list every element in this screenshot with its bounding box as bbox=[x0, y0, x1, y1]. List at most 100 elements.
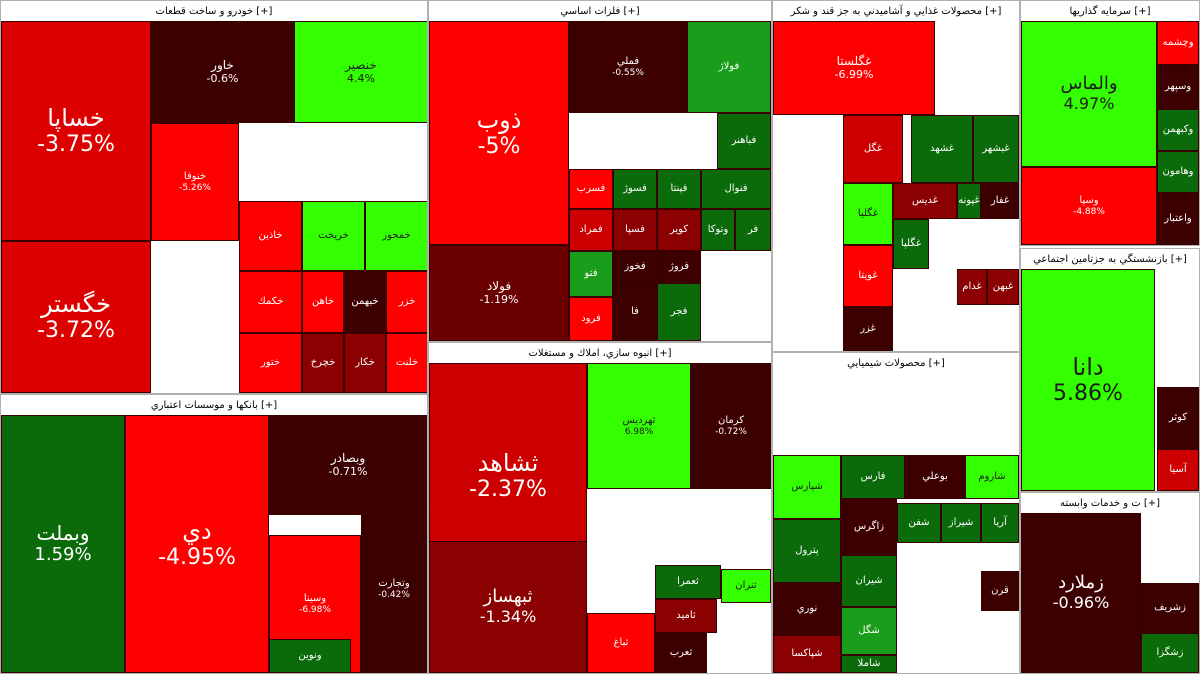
stock-tile[interactable]: فخوز bbox=[613, 251, 657, 283]
stock-tile[interactable]: فرود bbox=[569, 297, 613, 341]
stock-tile[interactable]: شپارس bbox=[773, 455, 841, 519]
stock-tile[interactable]: فباهنر bbox=[717, 113, 771, 169]
stock-tile[interactable]: فا bbox=[613, 283, 657, 341]
stock-tile[interactable]: فولاژ bbox=[687, 21, 771, 113]
stock-tile[interactable]: شپاكسا bbox=[773, 635, 841, 673]
stock-tile[interactable]: ثبهساز -1.34% bbox=[429, 541, 587, 673]
stock-tile[interactable]: ثعمرا bbox=[655, 565, 721, 599]
stock-tile[interactable]: ثعرب bbox=[655, 633, 707, 673]
stock-tile[interactable]: غويتا bbox=[843, 245, 893, 307]
stock-tile[interactable]: غبشهر bbox=[973, 115, 1019, 183]
stock-tile[interactable]: كوثر bbox=[1157, 387, 1199, 449]
stock-tile[interactable]: شاروم bbox=[965, 455, 1019, 499]
stock-tile[interactable]: غگلپا bbox=[893, 219, 929, 269]
stock-tile[interactable]: غفار bbox=[981, 183, 1019, 219]
stock-tile[interactable]: بوعلي bbox=[905, 455, 965, 499]
stock-tile[interactable]: شيران bbox=[841, 555, 897, 607]
stock-tile[interactable]: نوري bbox=[773, 583, 841, 635]
stock-tile[interactable]: فسپا bbox=[613, 209, 657, 251]
stock-tile[interactable]: غدام bbox=[957, 269, 987, 305]
sector-title[interactable]: خودرو و ساخت قطعات [+] bbox=[1, 1, 427, 21]
sector-title[interactable]: بانكها و موسسات اعتباري [+] bbox=[1, 395, 427, 415]
stock-tile[interactable]: خبهمن bbox=[344, 271, 386, 333]
sector-title[interactable]: ت و خدمات وابسته [+] bbox=[1021, 493, 1199, 513]
stock-tile[interactable]: فارس bbox=[841, 455, 905, 499]
stock-tile[interactable]: ثباغ bbox=[587, 613, 655, 673]
stock-tile[interactable]: ختور bbox=[239, 333, 302, 393]
sector-title[interactable]: محصولات شيميايي [+] bbox=[773, 353, 1019, 373]
stock-tile[interactable]: فنوال bbox=[701, 169, 771, 209]
stock-tile[interactable]: فجر bbox=[657, 283, 701, 341]
stock-tile[interactable]: والماس 4.97% bbox=[1021, 21, 1157, 167]
stock-tile[interactable]: كوير bbox=[657, 209, 701, 251]
stock-tile[interactable]: پترول bbox=[773, 519, 841, 583]
stock-tile[interactable]: خزر bbox=[386, 271, 427, 333]
stock-tile[interactable]: واعتبار bbox=[1157, 193, 1199, 245]
stock-tile[interactable]: خچرخ bbox=[302, 333, 344, 393]
stock-tile[interactable]: وكبهمن bbox=[1157, 109, 1199, 151]
stock-tile[interactable]: شگل bbox=[841, 607, 897, 655]
stock-tile[interactable]: غديس bbox=[893, 183, 957, 219]
sector-title[interactable]: محصولات غذايي و آشاميدني به جز قند و شكر… bbox=[773, 1, 1019, 21]
sector-title[interactable]: بازنشستگي به جزتامين اجتماعي [+] bbox=[1021, 249, 1199, 269]
stock-tile[interactable]: خكمك bbox=[239, 271, 302, 333]
stock-tile[interactable]: خاذين bbox=[239, 201, 302, 271]
stock-tile[interactable]: شاملا bbox=[841, 655, 897, 673]
stock-tile[interactable]: خمحور bbox=[365, 201, 427, 271]
stock-tile[interactable]: فمراد bbox=[569, 209, 613, 251]
stock-tile[interactable]: خساپا -3.75% bbox=[1, 21, 151, 241]
stock-tile[interactable]: غگلستا -6.99% bbox=[773, 21, 935, 115]
stock-tile[interactable]: وچشمه bbox=[1157, 21, 1199, 65]
stock-tile[interactable]: خكار bbox=[344, 333, 386, 393]
stock-tile[interactable]: غگل bbox=[843, 115, 903, 183]
stock-tile[interactable]: آريا bbox=[981, 503, 1019, 543]
stock-tile[interactable]: فر bbox=[735, 209, 771, 251]
stock-tile[interactable]: غپونه bbox=[957, 183, 981, 219]
stock-tile[interactable]: قرن bbox=[981, 571, 1019, 611]
stock-tile[interactable]: شيراز bbox=[941, 503, 981, 543]
stock-tile[interactable]: ثهرديس 6.98% bbox=[587, 363, 691, 489]
stock-tile[interactable]: فپنتا bbox=[657, 169, 701, 209]
sector-title[interactable]: انبوه سازي، املاك و مستغلات [+] bbox=[429, 343, 771, 363]
stock-tile[interactable]: زملارد -0.96% bbox=[1021, 513, 1141, 673]
stock-tile[interactable]: دي -4.95% bbox=[125, 415, 269, 673]
stock-tile[interactable]: وهامون bbox=[1157, 151, 1199, 193]
stock-tile[interactable]: خريخت bbox=[302, 201, 365, 271]
stock-tile[interactable]: غگليا bbox=[843, 183, 893, 245]
stock-tile[interactable]: خاور -0.6% bbox=[151, 21, 294, 123]
stock-tile[interactable]: وسپا -4.88% bbox=[1021, 167, 1157, 245]
stock-symbol: فباهنر bbox=[731, 135, 757, 147]
stock-tile[interactable]: شفن bbox=[897, 503, 941, 543]
stock-tile[interactable]: فروژ bbox=[657, 251, 701, 283]
stock-tile[interactable]: خنوفا -5.26% bbox=[151, 123, 239, 241]
stock-tile[interactable]: فتو bbox=[569, 251, 613, 297]
stock-tile[interactable]: وتجارت -0.42% bbox=[361, 505, 427, 673]
stock-tile[interactable]: خلنت bbox=[386, 333, 427, 393]
stock-tile[interactable]: ثنران bbox=[721, 569, 771, 603]
stock-tile[interactable]: ونوين bbox=[269, 639, 351, 673]
stock-tile[interactable]: وسپهر bbox=[1157, 65, 1199, 109]
sector-title[interactable]: سرمايه گذاريها [+] bbox=[1021, 1, 1199, 21]
stock-tile[interactable]: فولاد -1.19% bbox=[429, 245, 569, 341]
stock-tile[interactable]: وبملت 1.59% bbox=[1, 415, 125, 673]
stock-tile[interactable]: ثاميد bbox=[655, 599, 717, 633]
stock-tile[interactable]: كرمان -0.72% bbox=[691, 363, 771, 489]
stock-tile[interactable]: فملي -0.55% bbox=[569, 21, 687, 113]
stock-tile[interactable]: غزر bbox=[843, 307, 893, 351]
stock-tile[interactable]: فسرب bbox=[569, 169, 613, 209]
stock-tile[interactable]: خاهن bbox=[302, 271, 344, 333]
sector-title[interactable]: فلزات اساسي [+] bbox=[429, 1, 771, 21]
stock-tile[interactable]: دانا 5.86% bbox=[1021, 269, 1155, 491]
stock-tile[interactable]: زشگزا bbox=[1141, 633, 1199, 673]
stock-tile[interactable]: غشهد bbox=[911, 115, 973, 183]
stock-tile[interactable]: وتوكا bbox=[701, 209, 735, 251]
stock-tile[interactable]: ذوب -5% bbox=[429, 21, 569, 245]
stock-tile[interactable]: زشريف bbox=[1141, 583, 1199, 633]
stock-tile[interactable]: خنصير 4.4% bbox=[294, 21, 427, 123]
stock-tile[interactable]: غبهن bbox=[987, 269, 1019, 305]
stock-tile[interactable]: خگستر -3.72% bbox=[1, 241, 151, 393]
stock-tile[interactable]: وبصادر -0.71% bbox=[269, 415, 427, 515]
stock-tile[interactable]: فسوژ bbox=[613, 169, 657, 209]
stock-tile[interactable]: آسيا bbox=[1157, 449, 1199, 491]
stock-tile[interactable]: زاگرس bbox=[841, 499, 897, 555]
